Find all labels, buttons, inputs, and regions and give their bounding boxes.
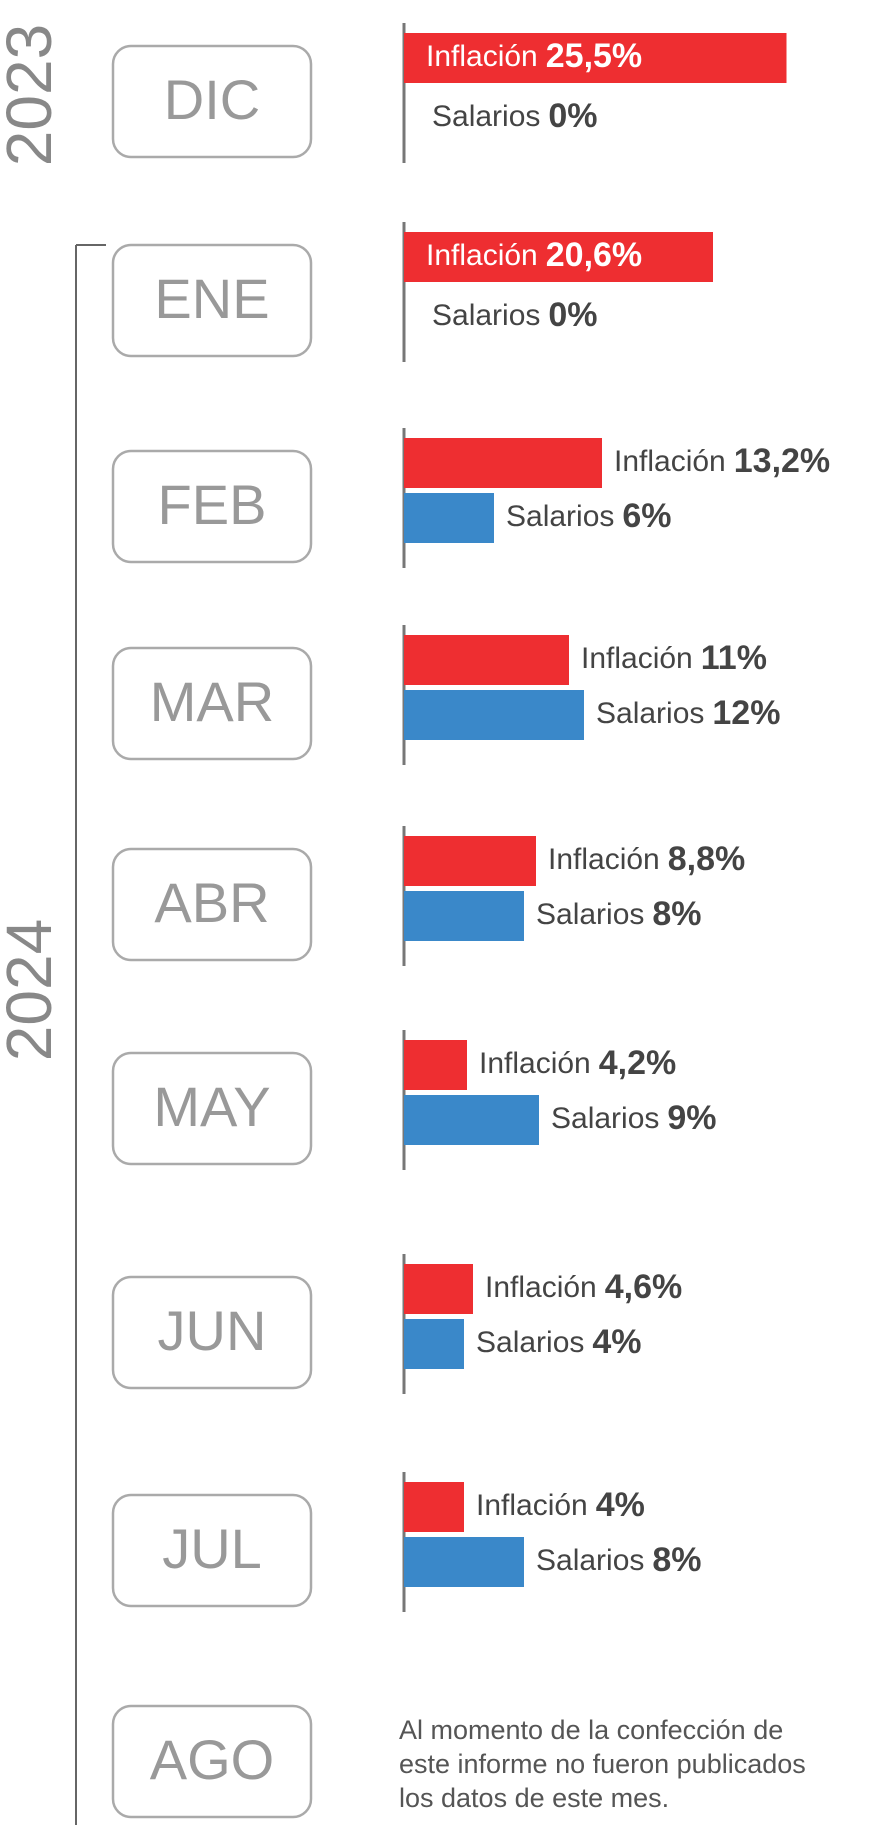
series-name: Inflación bbox=[479, 1047, 591, 1080]
series-name: Salarios bbox=[551, 1102, 659, 1135]
value-label: 4,6% bbox=[605, 1268, 683, 1306]
series-name: Salarios bbox=[432, 299, 540, 332]
value-label: 0% bbox=[548, 97, 597, 135]
year-label: 2023 bbox=[0, 24, 65, 166]
series-name: Inflación bbox=[485, 1271, 597, 1304]
value-label: 12% bbox=[712, 694, 780, 732]
bar bbox=[404, 1040, 467, 1090]
month-label: ABR bbox=[154, 871, 269, 934]
bar bbox=[404, 836, 536, 886]
value-label: 20,6% bbox=[546, 236, 642, 274]
data-label: Salarios 6% bbox=[506, 497, 672, 535]
month-label: ENE bbox=[154, 267, 269, 330]
value-label: 6% bbox=[622, 497, 671, 535]
month-box bbox=[111, 449, 313, 564]
value-label: 4% bbox=[596, 1486, 645, 1524]
series-name: Salarios bbox=[596, 697, 704, 730]
bar bbox=[404, 438, 602, 488]
value-label: 0% bbox=[548, 296, 597, 334]
month-label: JUL bbox=[162, 1517, 262, 1580]
data-label: Inflación 8,8% bbox=[548, 840, 745, 878]
series-name: Salarios bbox=[476, 1326, 584, 1359]
data-label: Inflación 4,6% bbox=[485, 1268, 682, 1306]
series-name: Inflación bbox=[548, 843, 660, 876]
series-name: Inflación bbox=[426, 40, 538, 73]
data-label: Inflación 13,2% bbox=[614, 442, 830, 480]
bar bbox=[404, 891, 524, 941]
month-box bbox=[111, 1704, 313, 1819]
month-label: JUN bbox=[158, 1299, 267, 1362]
bar bbox=[404, 1482, 464, 1532]
series-name: Salarios bbox=[432, 100, 540, 133]
month-label: DIC bbox=[164, 68, 260, 131]
data-label: Salarios 0% bbox=[432, 296, 598, 334]
series-name: Salarios bbox=[506, 500, 614, 533]
value-label: 25,5% bbox=[546, 37, 642, 75]
value-label: 8,8% bbox=[668, 840, 746, 878]
month-label: FEB bbox=[158, 473, 267, 536]
data-label: Inflación 4% bbox=[476, 1486, 645, 1524]
month-box bbox=[111, 1275, 313, 1390]
data-label: Salarios 8% bbox=[536, 895, 702, 933]
month-label: MAR bbox=[150, 670, 274, 733]
series-name: Salarios bbox=[536, 898, 644, 931]
year-label: 2024 bbox=[0, 919, 65, 1061]
series-name: Inflación bbox=[476, 1489, 588, 1522]
data-label: Inflación 11% bbox=[581, 639, 767, 677]
series-name: Inflación bbox=[426, 239, 538, 272]
note: Al momento de la confección de bbox=[399, 1715, 783, 1745]
value-label: 9% bbox=[667, 1099, 716, 1137]
note: este informe no fueron publicados bbox=[399, 1749, 806, 1779]
value-label: 4,2% bbox=[599, 1044, 677, 1082]
value-label: 11% bbox=[701, 639, 767, 677]
bar bbox=[404, 33, 787, 83]
data-label: Salarios 12% bbox=[596, 694, 780, 732]
month-box bbox=[111, 646, 313, 761]
data-label: Inflación 4,2% bbox=[479, 1044, 676, 1082]
bar bbox=[404, 690, 584, 740]
month-box bbox=[111, 44, 313, 159]
bar bbox=[404, 1537, 524, 1587]
value-label: 8% bbox=[652, 895, 701, 933]
month-label: AGO bbox=[150, 1728, 274, 1791]
data-label: Salarios 8% bbox=[536, 1541, 702, 1579]
series-name: Inflación bbox=[614, 445, 726, 478]
bar bbox=[404, 1319, 464, 1369]
value-label: 4% bbox=[592, 1323, 641, 1361]
data-label: Inflación 25,5% bbox=[426, 37, 642, 75]
series-name: Salarios bbox=[536, 1544, 644, 1577]
month-box bbox=[111, 1493, 313, 1608]
data-label: Salarios 0% bbox=[432, 97, 598, 135]
note: los datos de este mes. bbox=[399, 1783, 669, 1813]
data-label: Salarios 9% bbox=[551, 1099, 717, 1137]
bar bbox=[404, 1095, 539, 1145]
bar bbox=[404, 635, 569, 685]
bar bbox=[404, 1264, 473, 1314]
bar bbox=[404, 493, 494, 543]
month-label: MAY bbox=[153, 1075, 270, 1138]
series-name: Inflación bbox=[581, 642, 693, 675]
data-label: Inflación 20,6% bbox=[426, 236, 642, 274]
value-label: 8% bbox=[652, 1541, 701, 1579]
month-box bbox=[111, 1051, 313, 1166]
data-label: Salarios 4% bbox=[476, 1323, 642, 1361]
month-box bbox=[111, 243, 313, 358]
bar bbox=[404, 232, 713, 282]
month-box bbox=[111, 847, 313, 962]
value-label: 13,2% bbox=[734, 442, 830, 480]
